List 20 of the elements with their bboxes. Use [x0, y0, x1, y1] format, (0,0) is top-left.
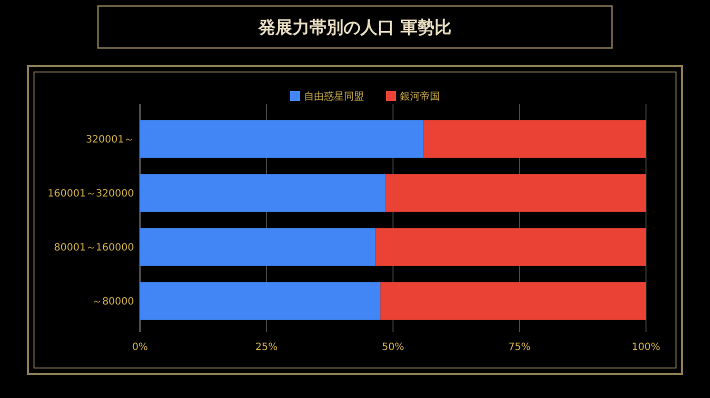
chart-title: 発展力帯別の人口 軍勢比 [258, 18, 452, 38]
bar [140, 174, 386, 212]
x-tick-label: 100% [632, 342, 660, 353]
y-tick-label: 80001～160000 [54, 242, 134, 254]
legend-label: 銀河帝国 [400, 90, 440, 102]
x-tick-label: 25% [255, 342, 278, 353]
x-tick-label: 0% [132, 342, 148, 353]
bar [375, 228, 646, 266]
y-tick-label: 160001～320000 [48, 188, 134, 200]
y-tick-label: 320001～ [86, 134, 134, 146]
bar [140, 120, 424, 158]
y-tick-label: ～80000 [92, 296, 134, 308]
bar [423, 120, 646, 158]
bar [140, 282, 380, 320]
x-tick-label: 75% [508, 342, 531, 353]
bar [380, 282, 646, 320]
x-tick-label: 50% [382, 342, 404, 353]
bar [385, 174, 646, 212]
legend-label: 自由惑星同盟 [304, 90, 364, 102]
bar [140, 228, 376, 266]
